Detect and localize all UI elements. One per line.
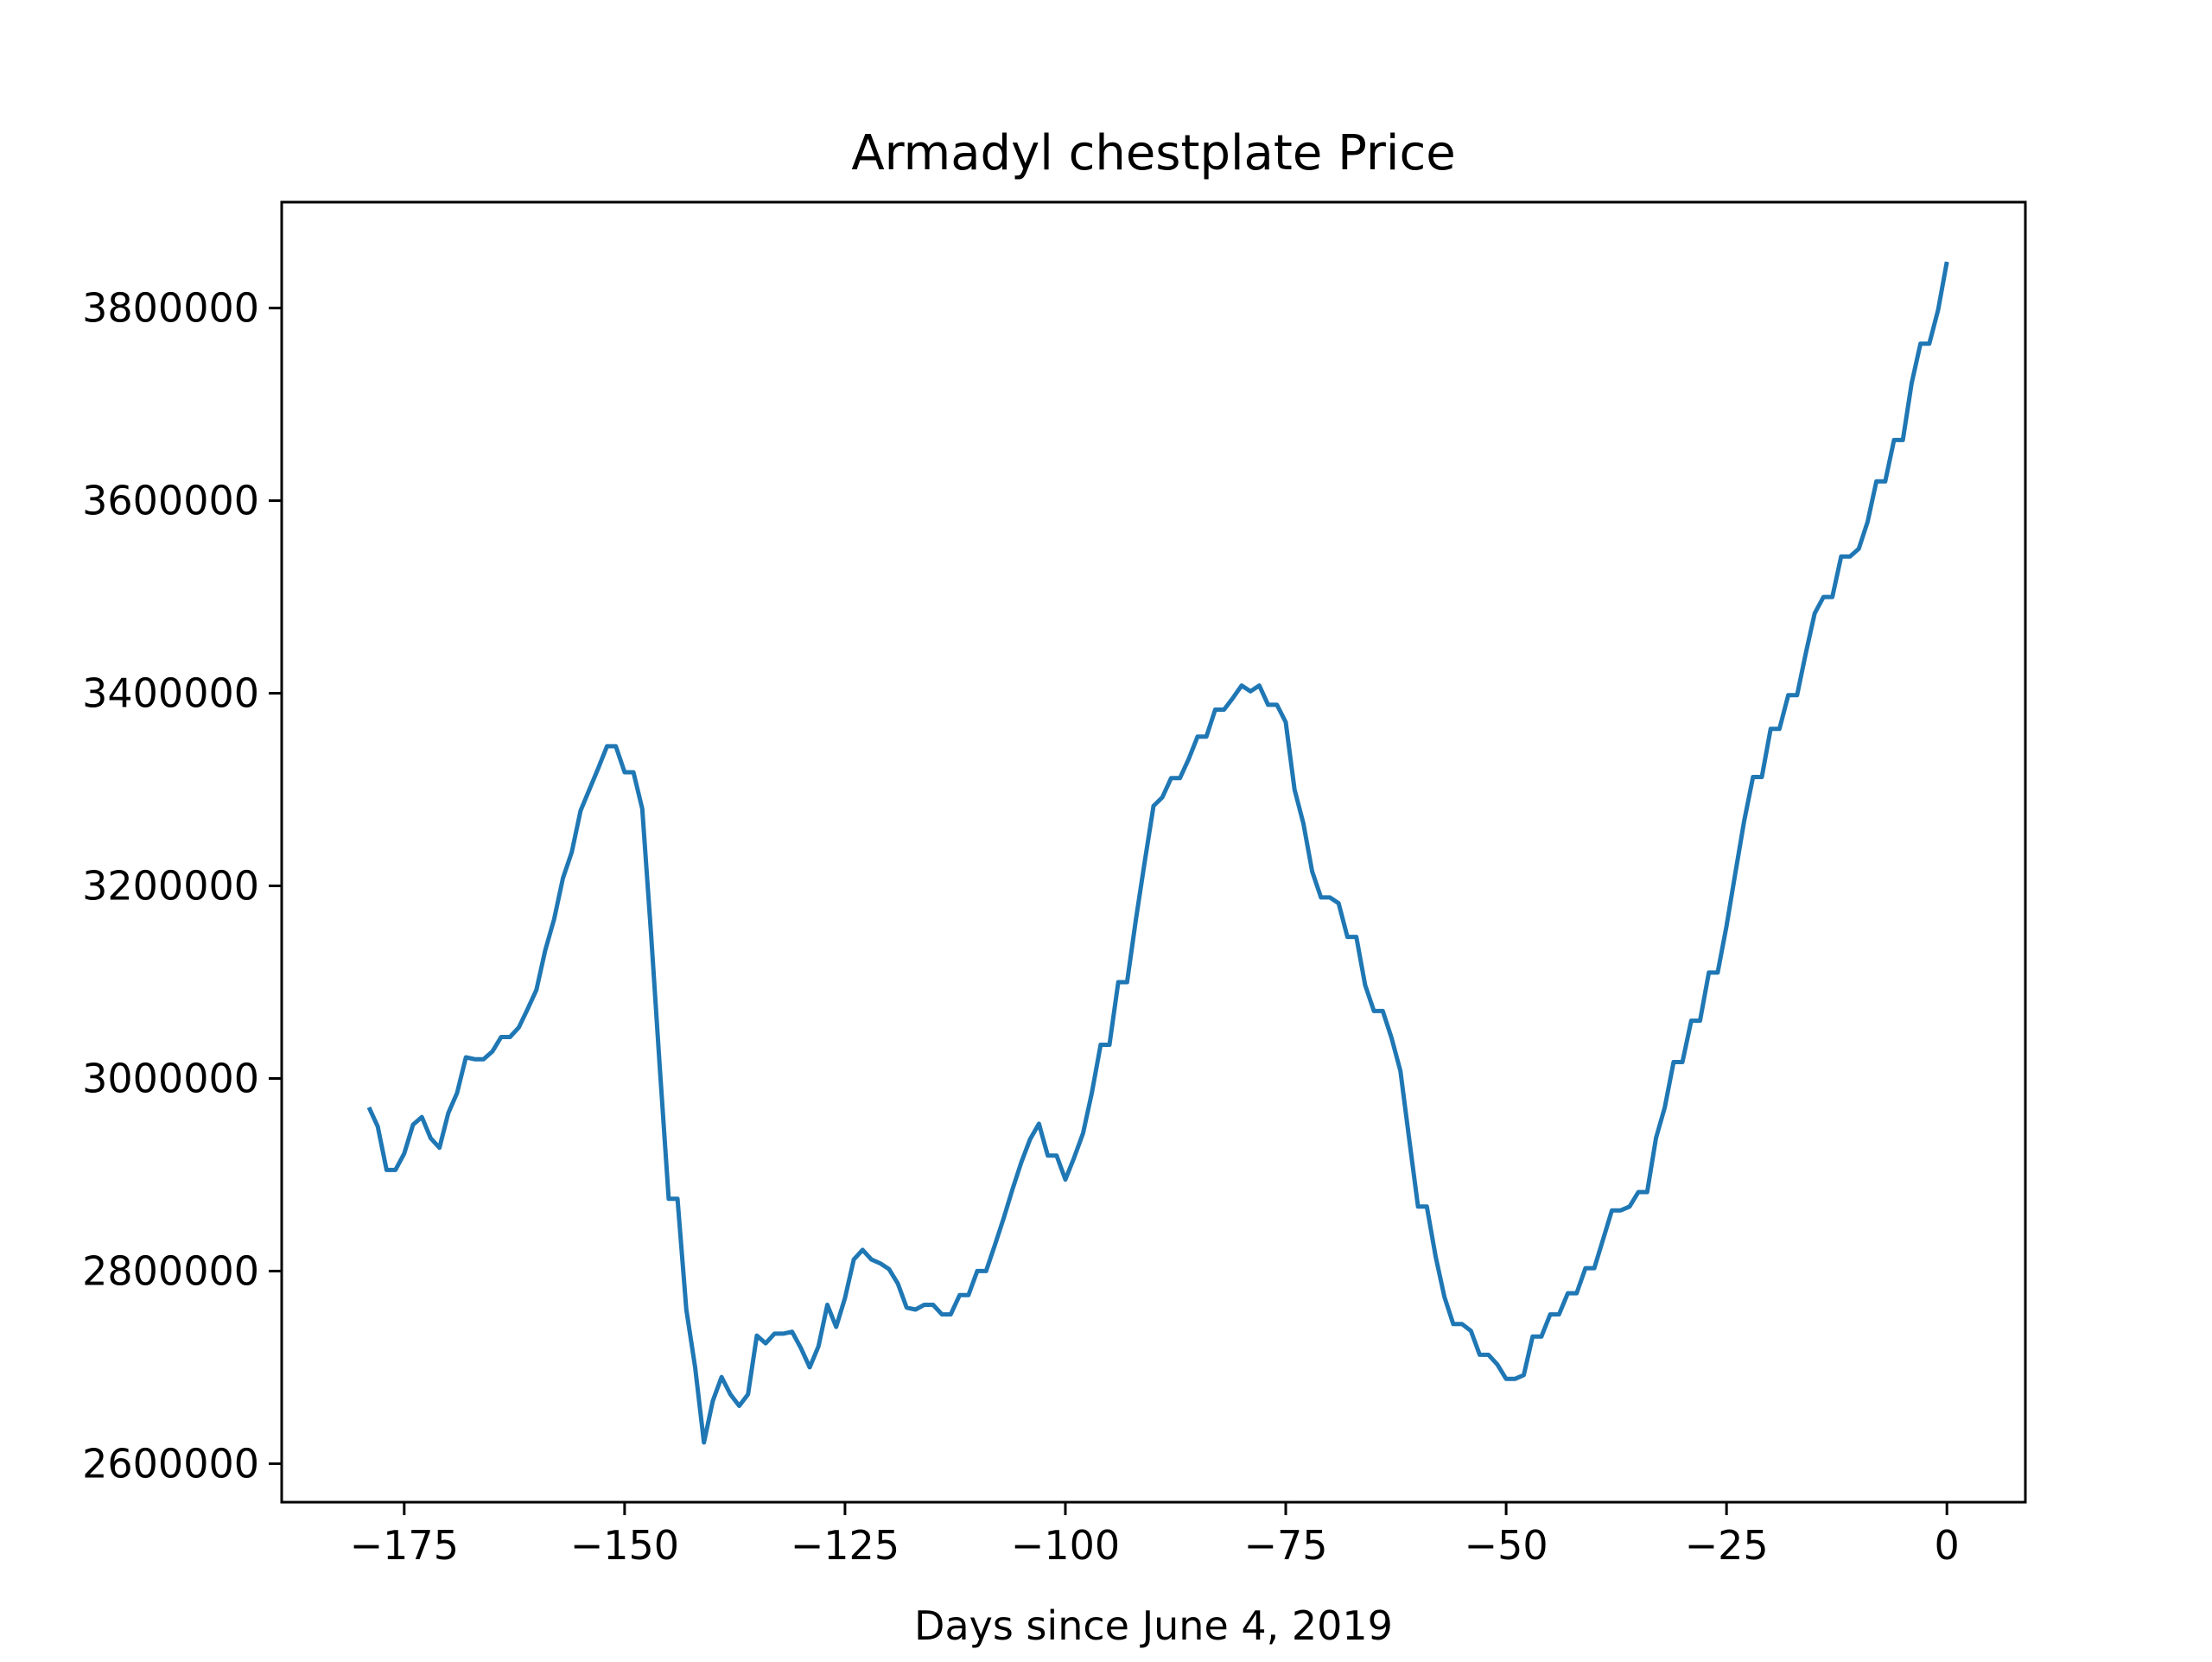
x-tick-label: −25	[1685, 1522, 1769, 1569]
x-axis-label: Days since June 4, 2019	[914, 1602, 1393, 1649]
x-tick-label: 0	[1935, 1522, 1960, 1569]
x-tick-label: −100	[1011, 1522, 1120, 1569]
y-tick-label: 3400000	[82, 670, 259, 717]
chart-title: Armadyl chestplate Price	[851, 125, 1455, 181]
x-tick-label: −175	[350, 1522, 459, 1569]
y-tick-label: 3000000	[82, 1055, 259, 1101]
x-tick-label: −150	[570, 1522, 679, 1569]
x-tick-label: −125	[791, 1522, 899, 1569]
y-tick-label: 3800000	[82, 285, 259, 332]
plot-area-frame	[280, 200, 2027, 1504]
y-tick-label: 2600000	[82, 1440, 259, 1487]
y-tick-label: 3600000	[82, 478, 259, 524]
y-axis: 2600000 2800000 3000000 3200000 3400000 36000…	[82, 285, 282, 1487]
x-axis: −175 −150 −125 −100 −75 −50 −25 0	[350, 1502, 1960, 1569]
x-tick-label: −50	[1465, 1522, 1548, 1569]
x-tick-label: −75	[1243, 1522, 1327, 1569]
y-tick-label: 2800000	[82, 1247, 259, 1294]
y-tick-label: 3200000	[82, 863, 259, 910]
price-series-line	[366, 261, 1949, 1445]
